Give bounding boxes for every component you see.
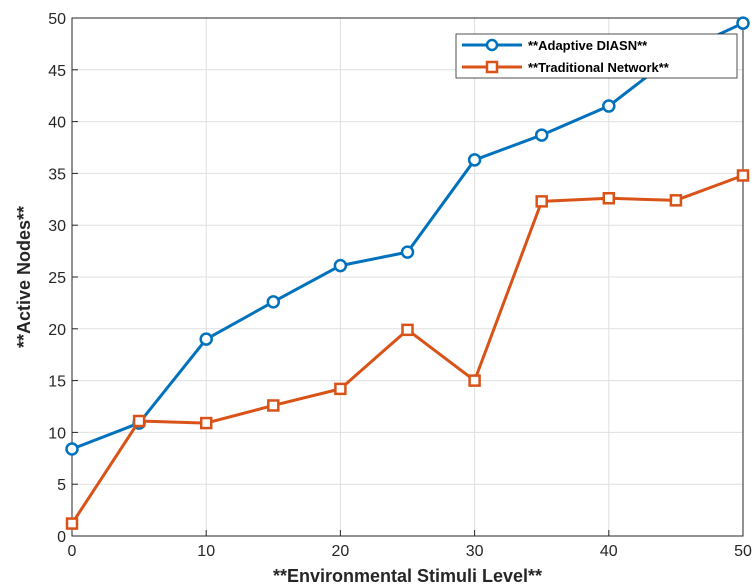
data-point-traditional-network bbox=[669, 194, 683, 207]
data-point-traditional-network bbox=[65, 517, 79, 530]
legend-marker-traditional bbox=[485, 60, 499, 74]
data-point-traditional-network bbox=[602, 192, 616, 205]
data-point-traditional-network bbox=[267, 399, 280, 412]
series-layer bbox=[65, 16, 750, 530]
legend: **Adaptive DIASN** **Traditional Network… bbox=[455, 33, 738, 79]
data-point-adaptive-diasn bbox=[467, 153, 482, 167]
y-axis-ticks: 0 5 10 15 20 25 30 35 40 45 50 bbox=[48, 11, 78, 546]
y-tick-label: 10 bbox=[48, 425, 66, 442]
x-tick-label: 50 bbox=[734, 543, 752, 560]
data-point-adaptive-diasn bbox=[333, 258, 348, 273]
legend-marker-adaptive bbox=[485, 38, 499, 52]
x-tick-label: 10 bbox=[197, 543, 215, 560]
data-point-adaptive-diasn bbox=[534, 128, 549, 142]
legend-label-traditional: **Traditional Network** bbox=[528, 60, 670, 75]
data-point-traditional-network bbox=[535, 195, 548, 208]
x-tick-label: 30 bbox=[466, 543, 484, 560]
data-point-traditional-network bbox=[401, 323, 414, 337]
legend-box bbox=[455, 33, 738, 79]
y-axis-label: **Active Nodes** bbox=[14, 206, 34, 348]
x-axis-ticks: 0 10 20 30 40 50 bbox=[68, 530, 752, 560]
data-point-adaptive-diasn bbox=[400, 245, 415, 259]
data-point-traditional-network bbox=[736, 169, 750, 182]
data-point-adaptive-diasn bbox=[65, 442, 79, 456]
y-tick-label: 25 bbox=[48, 270, 66, 287]
data-point-traditional-network bbox=[468, 374, 481, 387]
x-tick-label: 0 bbox=[68, 543, 77, 560]
data-point-adaptive-diasn bbox=[736, 16, 750, 30]
y-tick-label: 40 bbox=[48, 115, 66, 132]
y-tick-label: 35 bbox=[48, 166, 66, 183]
y-tick-label: 0 bbox=[57, 529, 66, 546]
y-tick-label: 20 bbox=[48, 322, 66, 339]
x-tick-label: 20 bbox=[332, 543, 350, 560]
data-point-traditional-network bbox=[334, 382, 347, 396]
y-tick-label: 45 bbox=[48, 63, 66, 80]
y-tick-label: 5 bbox=[57, 477, 66, 494]
data-point-adaptive-diasn bbox=[266, 295, 281, 309]
data-point-adaptive-diasn bbox=[602, 99, 616, 113]
y-tick-label: 15 bbox=[48, 374, 66, 391]
data-point-adaptive-diasn bbox=[199, 332, 213, 346]
data-point-traditional-network bbox=[199, 416, 213, 430]
legend-label-adaptive: **Adaptive DIASN** bbox=[528, 38, 648, 53]
x-axis-label: **Environmental Stimuli Level** bbox=[273, 566, 542, 584]
y-tick-label: 50 bbox=[48, 11, 66, 28]
y-tick-label: 30 bbox=[48, 218, 66, 235]
data-point-traditional-network bbox=[132, 414, 146, 428]
x-tick-label: 40 bbox=[600, 543, 618, 560]
